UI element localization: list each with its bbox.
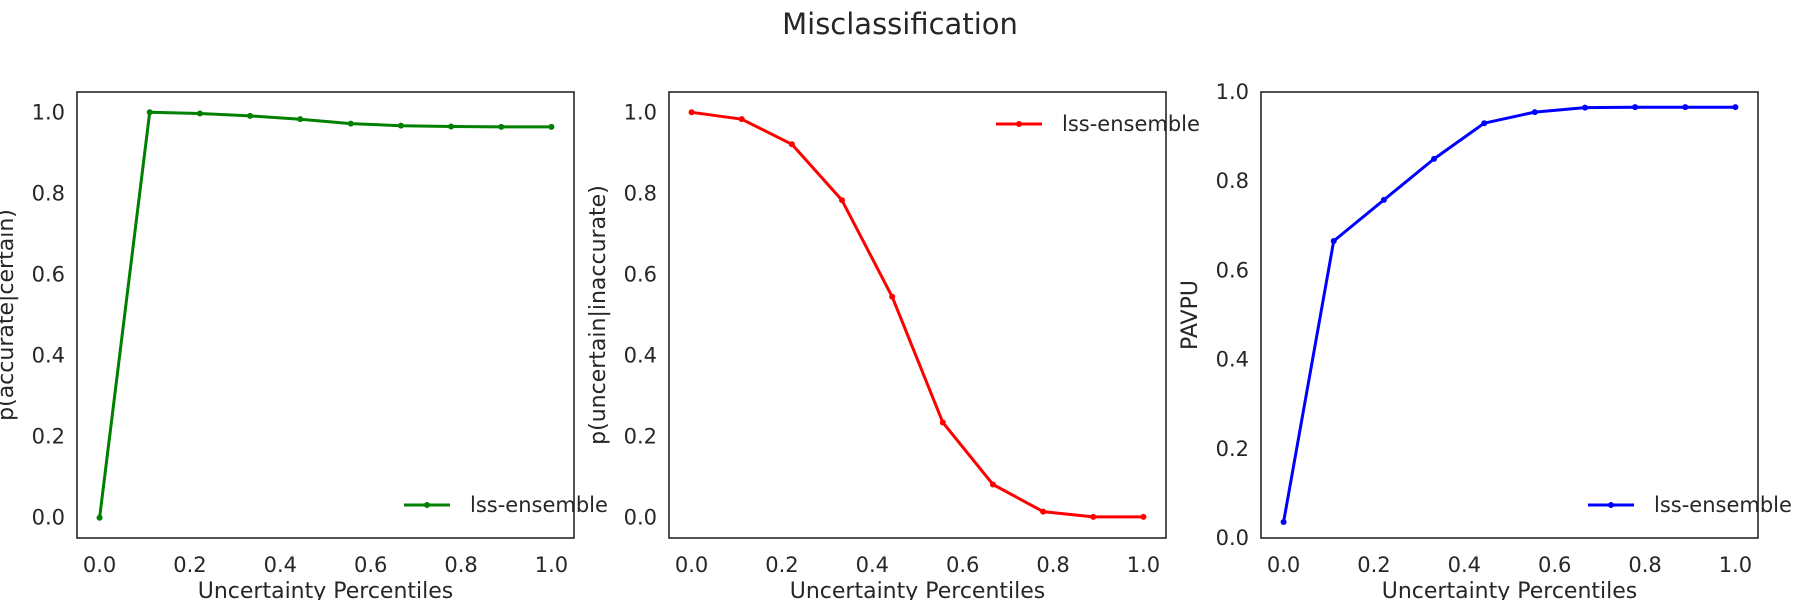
- y-axis-label: p(accurate|certain): [0, 209, 19, 421]
- y-tick-label: 0.4: [1216, 348, 1249, 372]
- x-tick-label: 0.6: [354, 553, 387, 577]
- data-point: [1380, 196, 1387, 203]
- data-point: [397, 122, 404, 129]
- data-point: [247, 112, 254, 119]
- y-tick-label: 0.0: [1216, 526, 1249, 550]
- y-tick-label: 0.0: [32, 506, 65, 530]
- panel-p-uncertain-inaccurate: 0.0 0.2 0.4 0.6 0.8 1.0 0.0 0.2 0.4 0.6 0.8 1.0 Unce…: [586, 91, 1200, 600]
- x-tick-label: 0.6: [946, 553, 979, 577]
- y-tick-label: 1.0: [1216, 80, 1249, 104]
- y-axis-label: PAVPU: [1178, 280, 1203, 350]
- legend-marker: [1016, 121, 1022, 127]
- data-point: [548, 123, 555, 130]
- data-point: [196, 110, 203, 117]
- data-point: [839, 197, 846, 204]
- data-point: [96, 514, 103, 521]
- series-line-lss-ensemble: [1282, 105, 1736, 523]
- legend-marker: [424, 502, 430, 508]
- x-tick-label: 1.0: [535, 553, 568, 577]
- y-tick-label: 0.8: [32, 181, 65, 205]
- data-point: [1330, 237, 1337, 244]
- legend-label: lss-ensemble: [1654, 493, 1792, 517]
- data-point: [1140, 513, 1147, 520]
- data-point: [347, 120, 354, 127]
- data-point: [989, 481, 996, 488]
- data-point: [1280, 518, 1287, 525]
- axes-frame: [76, 91, 575, 539]
- data-point: [1431, 155, 1438, 162]
- x-tick-label: 0.4: [1448, 553, 1481, 577]
- data-point: [146, 109, 153, 116]
- x-tick-label: 0.6: [1538, 553, 1571, 577]
- data-point: [1581, 104, 1588, 111]
- figure-title: Misclassification: [782, 7, 1018, 41]
- x-tick-label: 0.8: [1628, 553, 1661, 577]
- y-tick-label: 0.8: [624, 181, 657, 205]
- x-tick-label: 0.4: [264, 553, 297, 577]
- x-tick-label: 0.2: [765, 553, 798, 577]
- x-tick-label: 1.0: [1719, 553, 1752, 577]
- data-point: [1732, 104, 1739, 111]
- data-point: [1040, 508, 1047, 515]
- data-point: [1090, 513, 1097, 520]
- x-tick-label: 1.0: [1127, 553, 1160, 577]
- x-tick-label: 0.0: [1267, 553, 1300, 577]
- y-tick-label: 0.6: [32, 262, 65, 286]
- y-tick-label: 1.0: [624, 100, 657, 124]
- y-tick-label: 0.4: [624, 344, 657, 368]
- data-point: [1481, 120, 1488, 127]
- data-point: [1682, 104, 1689, 111]
- legend-label: lss-ensemble: [1062, 112, 1200, 136]
- x-tick-label: 0.4: [856, 553, 889, 577]
- x-tick-label: 0.0: [83, 553, 116, 577]
- data-point: [738, 116, 745, 123]
- y-tick-label: 1.0: [32, 100, 65, 124]
- series-line-lss-ensemble: [691, 110, 1144, 519]
- data-point: [448, 123, 455, 130]
- y-tick-label: 0.2: [624, 425, 657, 449]
- y-tick-label: 0.6: [1216, 258, 1249, 282]
- legend-label: lss-ensemble: [470, 493, 608, 517]
- x-axis-label: Uncertainty Percentiles: [198, 579, 454, 600]
- panel-p-accurate-certain: 0.0 0.2 0.4 0.6 0.8 1.0 0.0 0.2 0.4 0.6 0.8 1.0 Unce…: [0, 91, 608, 600]
- x-tick-label: 0.0: [675, 553, 708, 577]
- y-tick-label: 0.4: [32, 344, 65, 368]
- series-line-lss-ensemble: [98, 110, 552, 518]
- data-point: [498, 123, 505, 130]
- y-tick-label: 0.2: [32, 425, 65, 449]
- axes-frame: [1260, 91, 1759, 539]
- x-axis-label: Uncertainty Percentiles: [1382, 579, 1638, 600]
- y-tick-label: 0.6: [624, 262, 657, 286]
- data-point: [889, 293, 896, 300]
- x-tick-label: 0.2: [173, 553, 206, 577]
- x-tick-label: 0.2: [1357, 553, 1390, 577]
- legend-marker: [1608, 502, 1614, 508]
- x-tick-label: 0.8: [1036, 553, 1069, 577]
- data-point: [1531, 109, 1538, 116]
- y-tick-label: 0.2: [1216, 437, 1249, 461]
- x-axis-label: Uncertainty Percentiles: [790, 579, 1046, 600]
- y-axis-label: p(uncertain|inaccurate): [586, 185, 611, 445]
- axes-frame: [668, 91, 1167, 539]
- data-point: [788, 141, 795, 148]
- x-tick-label: 0.8: [444, 553, 477, 577]
- data-point: [1632, 104, 1639, 111]
- y-tick-label: 0.0: [624, 506, 657, 530]
- y-tick-label: 0.8: [1216, 169, 1249, 193]
- data-point: [939, 419, 946, 426]
- panel-pavpu: 0.0 0.2 0.4 0.6 0.8 1.0 0.0 0.2 0.4 0.6 0.8 1.0 Unce…: [1178, 80, 1792, 600]
- data-point: [688, 109, 695, 116]
- data-point: [297, 116, 304, 123]
